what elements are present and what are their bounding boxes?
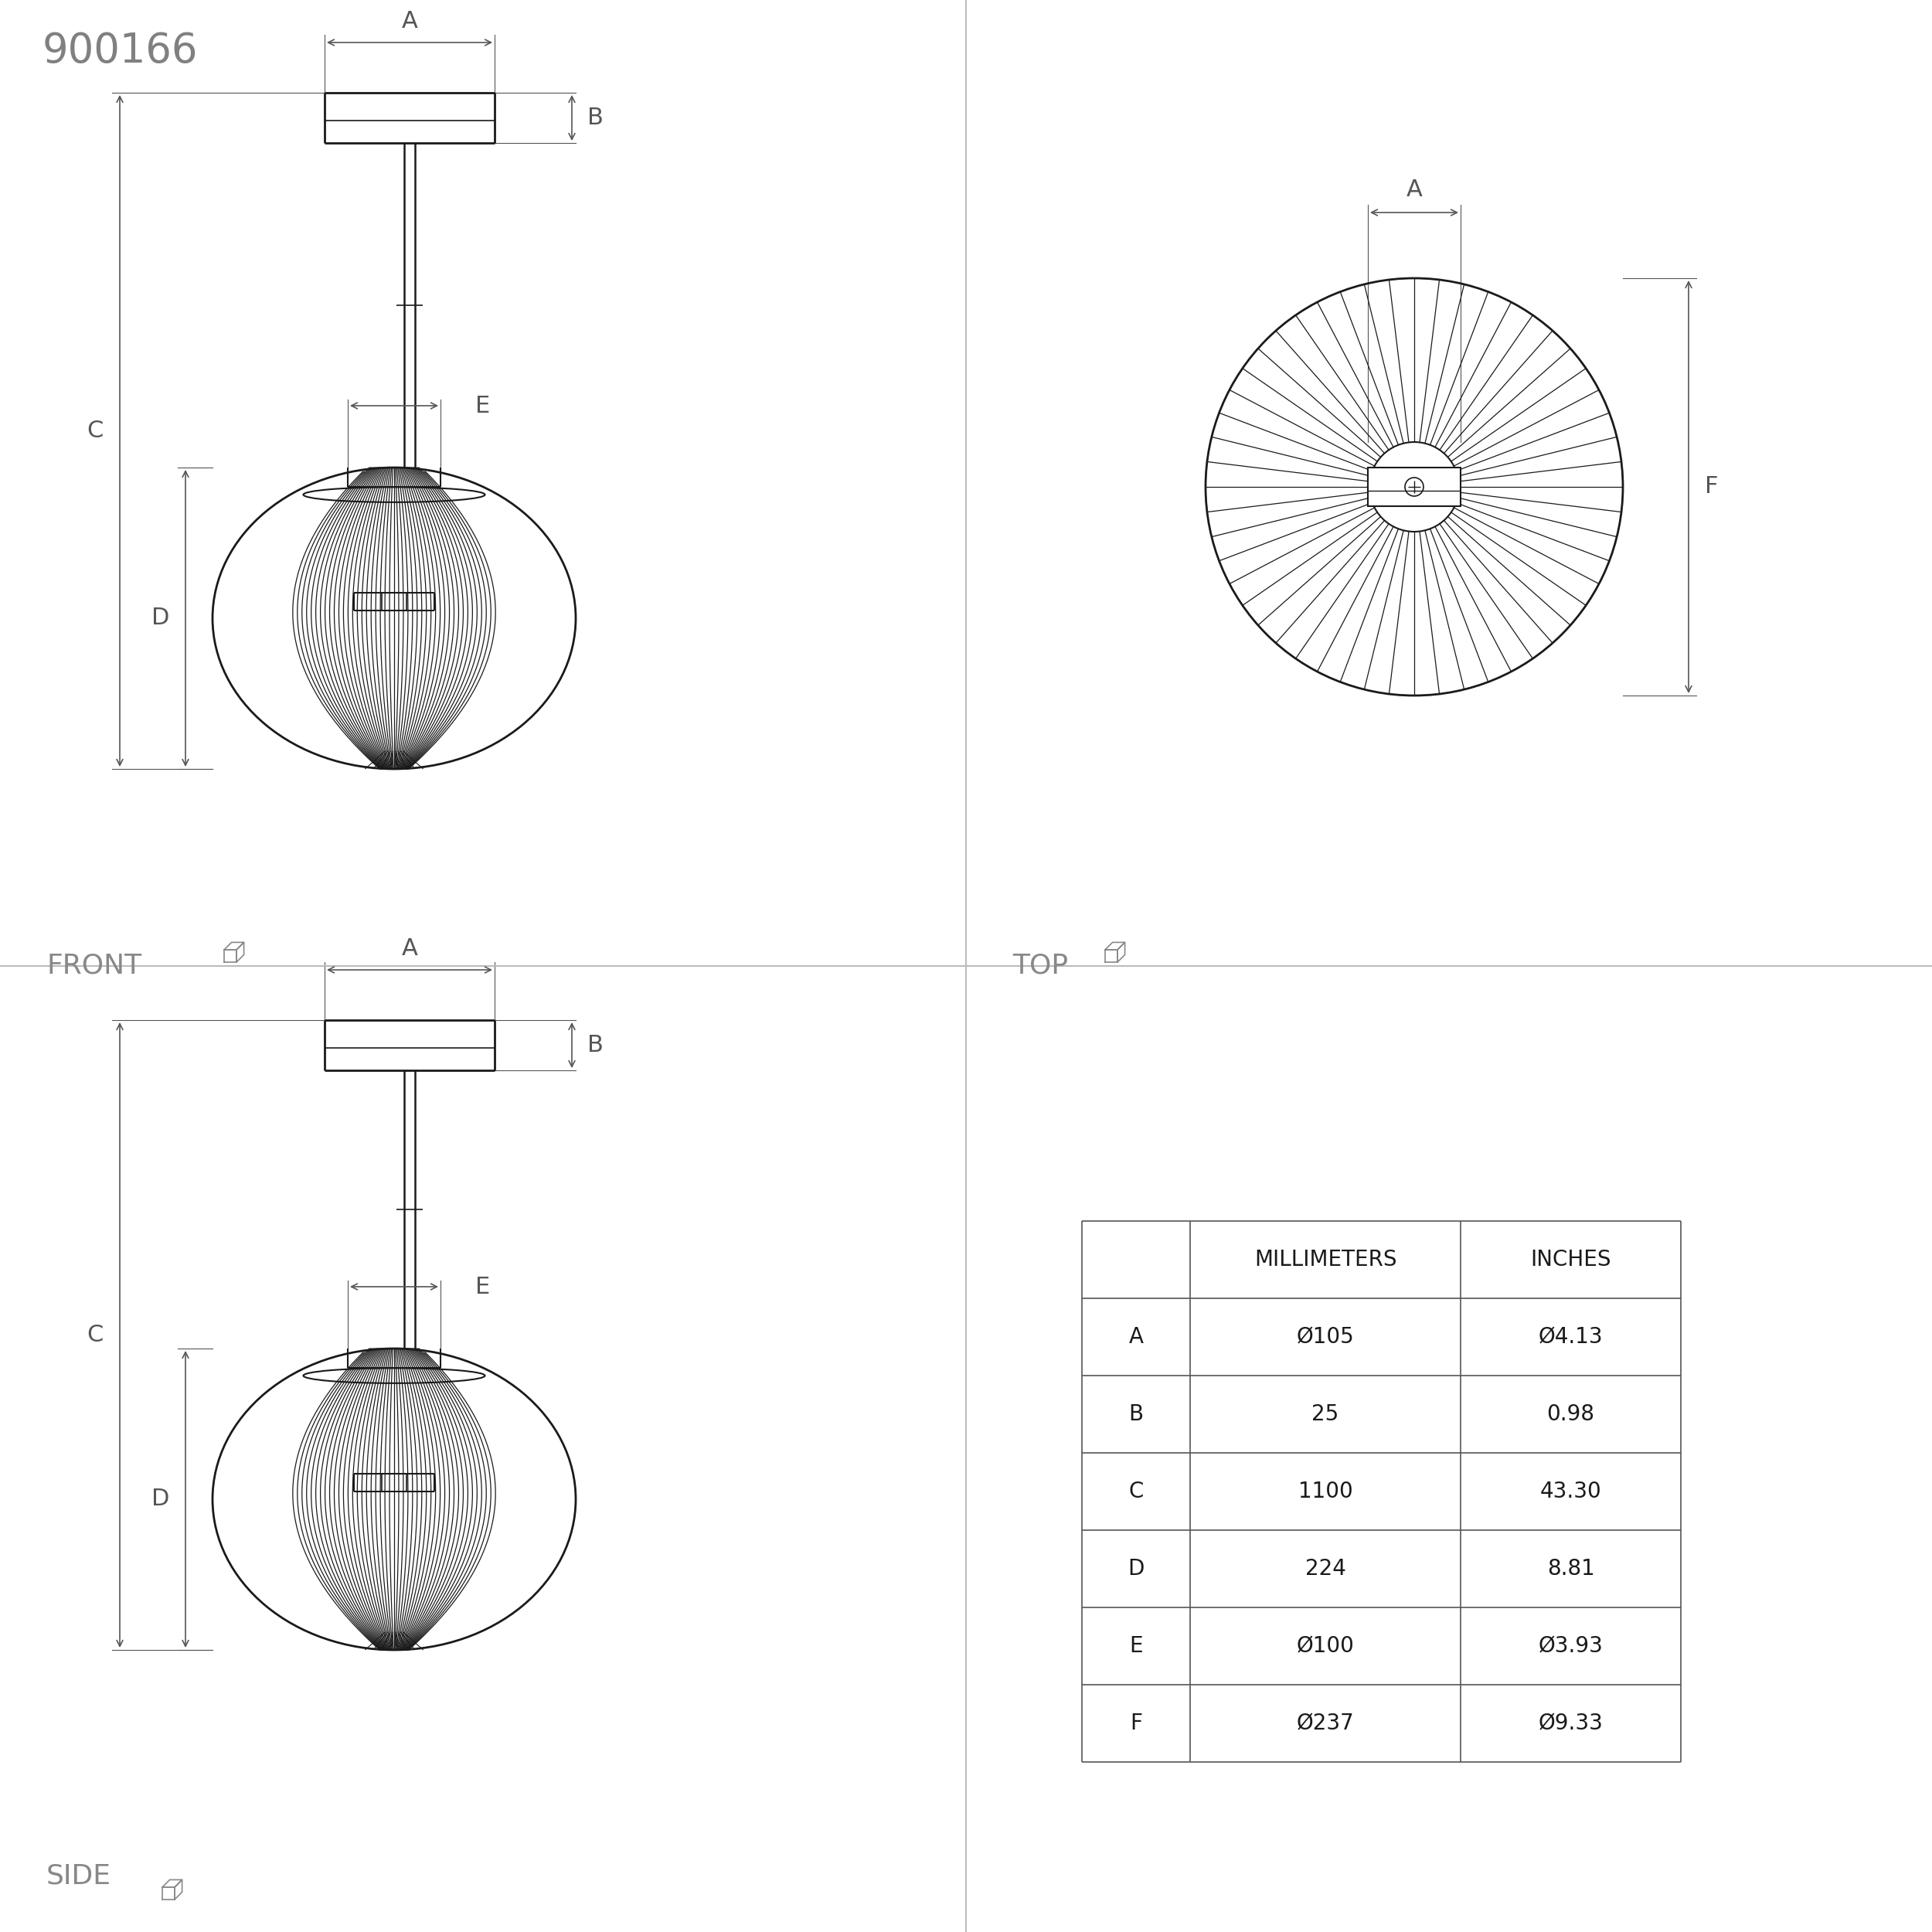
Text: Ø237: Ø237	[1296, 1712, 1354, 1735]
Text: 0.98: 0.98	[1548, 1403, 1594, 1426]
Text: D: D	[153, 607, 170, 630]
Text: E: E	[1128, 1634, 1144, 1658]
Text: Ø100: Ø100	[1296, 1634, 1354, 1658]
Text: F: F	[1706, 475, 1719, 498]
Bar	[1368, 468, 1461, 506]
Text: F: F	[1130, 1712, 1142, 1735]
Text: 1100: 1100	[1298, 1480, 1352, 1503]
Text: 224: 224	[1304, 1557, 1347, 1580]
Text: A: A	[402, 10, 417, 33]
Text: D: D	[1128, 1557, 1144, 1580]
Text: 8.81: 8.81	[1548, 1557, 1594, 1580]
Text: B: B	[587, 1034, 603, 1057]
Text: SIDE: SIDE	[46, 1862, 112, 1889]
Text: Ø105: Ø105	[1296, 1325, 1354, 1349]
Text: 900166: 900166	[43, 31, 199, 71]
Text: 43.30: 43.30	[1540, 1480, 1602, 1503]
Text: A: A	[1128, 1325, 1144, 1349]
Text: E: E	[475, 394, 491, 417]
Text: C: C	[87, 1323, 102, 1347]
Text: C: C	[87, 419, 102, 442]
Text: INCHES: INCHES	[1530, 1248, 1611, 1271]
Text: MILLIMETERS: MILLIMETERS	[1254, 1248, 1397, 1271]
Text: FRONT: FRONT	[46, 952, 141, 978]
Text: 25: 25	[1312, 1403, 1339, 1426]
Text: A: A	[1406, 178, 1422, 201]
Text: E: E	[475, 1275, 491, 1298]
Text: B: B	[1128, 1403, 1144, 1426]
Text: Ø4.13: Ø4.13	[1538, 1325, 1604, 1349]
Text: TOP: TOP	[1012, 952, 1068, 978]
Text: B: B	[587, 106, 603, 129]
Text: C: C	[1128, 1480, 1144, 1503]
Text: A: A	[402, 937, 417, 960]
Text: D: D	[153, 1488, 170, 1511]
Text: Ø3.93: Ø3.93	[1538, 1634, 1604, 1658]
Text: Ø9.33: Ø9.33	[1538, 1712, 1604, 1735]
